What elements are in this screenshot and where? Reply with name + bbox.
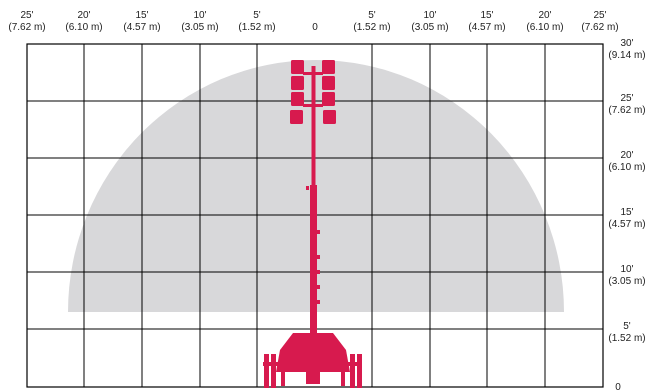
top-tick-feet: 0 xyxy=(312,22,318,33)
right-tick-feet: 15' xyxy=(620,207,633,218)
top-tick-feet: 5' xyxy=(253,10,261,21)
top-tick-feet: 10' xyxy=(193,10,206,21)
mast-section xyxy=(310,185,317,335)
right-tick-feet: 25' xyxy=(620,93,633,104)
left-wheels xyxy=(264,354,285,388)
right-tick-meters: (6.10 m) xyxy=(608,162,645,173)
mast-clamps xyxy=(306,186,320,304)
top-tick-feet: 20' xyxy=(77,10,90,21)
lamp-head xyxy=(322,76,335,90)
right-tick-feet: 30' xyxy=(620,38,633,49)
top-tick-feet: 20' xyxy=(538,10,551,21)
lamp-head xyxy=(291,60,304,74)
lamp-head xyxy=(322,92,335,106)
right-tick-meters: (3.05 m) xyxy=(608,276,645,287)
top-tick-feet: 10' xyxy=(423,10,436,21)
top-tick-feet: 25' xyxy=(20,10,33,21)
top-tick-meters: (4.57 m) xyxy=(123,22,160,33)
top-tick-feet: 15' xyxy=(480,10,493,21)
lamp-head xyxy=(291,76,304,90)
top-tick-meters: (7.62 m) xyxy=(8,22,45,33)
lamp-head xyxy=(323,110,336,124)
lamp-head xyxy=(290,110,303,124)
top-tick-meters: (3.05 m) xyxy=(181,22,218,33)
right-tick-meters: (4.57 m) xyxy=(608,219,645,230)
lamp-head xyxy=(322,60,335,74)
right-vertical-scale: 30' (9.14 m) 25' (7.62 m) 20' (6.10 m) 1… xyxy=(608,38,645,392)
top-tick-meters: (6.10 m) xyxy=(526,22,563,33)
right-tick-feet: 0 xyxy=(615,382,621,392)
right-tick-feet: 20' xyxy=(620,150,633,161)
top-tick-meters: (1.52 m) xyxy=(238,22,275,33)
light-tower-machine xyxy=(263,60,362,388)
right-tick-feet: 10' xyxy=(620,264,633,275)
right-tick-meters: (1.52 m) xyxy=(608,333,645,344)
axle xyxy=(263,362,361,366)
top-tick-meters: (7.62 m) xyxy=(581,22,618,33)
top-tick-meters: (3.05 m) xyxy=(411,22,448,33)
hitch-tongue xyxy=(306,372,320,384)
right-tick-feet: 5' xyxy=(623,321,631,332)
right-tick-meters: (9.14 m) xyxy=(608,50,645,61)
right-wheels xyxy=(341,354,362,388)
top-tick-meters: (6.10 m) xyxy=(65,22,102,33)
top-tick-feet: 25' xyxy=(593,10,606,21)
top-tick-feet: 15' xyxy=(135,10,148,21)
trailer-body xyxy=(276,333,350,372)
top-tick-meters: (1.52 m) xyxy=(353,22,390,33)
top-horizontal-scale: 25' (7.62 m) 20' (6.10 m) 15' (4.57 m) 1… xyxy=(8,10,618,33)
right-tick-meters: (7.62 m) xyxy=(608,105,645,116)
top-tick-meters: (4.57 m) xyxy=(468,22,505,33)
lamp-head xyxy=(291,92,304,106)
top-tick-feet: 5' xyxy=(368,10,376,21)
